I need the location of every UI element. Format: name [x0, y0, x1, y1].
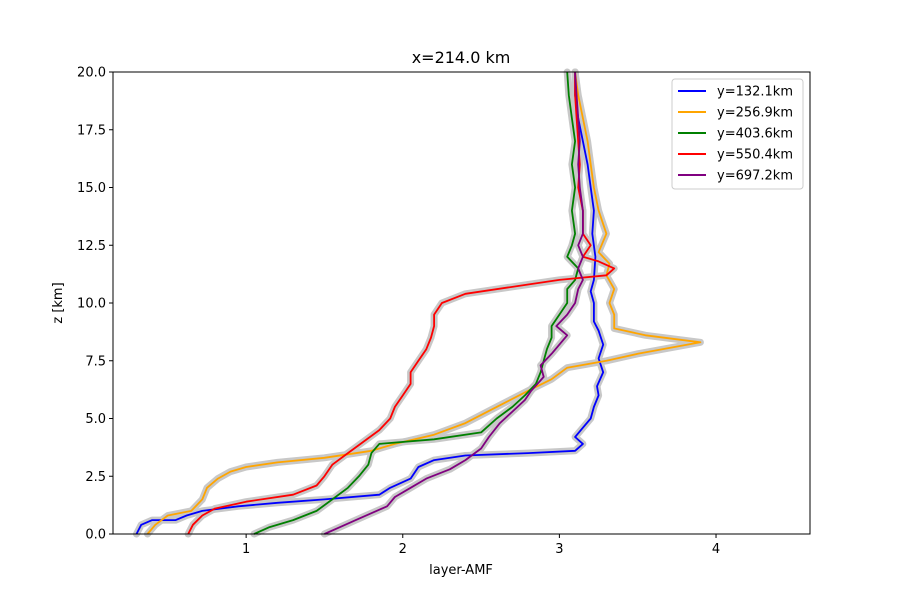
legend-label: y=256.9km [717, 106, 793, 121]
y-axis: 0.0 2.5 5.0 7.5 10.0 12.5 15.0 17.5 20.0 [77, 66, 113, 543]
x-tick-label: 3 [555, 542, 563, 557]
x-tick-label: 4 [712, 542, 720, 557]
series-line-2 [146, 71, 702, 535]
x-axis: 1 2 3 4 [242, 534, 720, 557]
y-tick-label: 20.0 [77, 66, 106, 81]
y-tick-label: 12.5 [77, 239, 106, 254]
uncertainty-band-5 [320, 68, 587, 538]
y-axis-label: z [km] [51, 282, 66, 323]
legend: y=132.1km y=256.9km y=403.6km y=550.4km y=69… [671, 78, 804, 190]
legend-label: y=697.2km [717, 169, 793, 184]
y-tick-label: 0.0 [85, 528, 106, 543]
y-tick-label: 2.5 [85, 470, 106, 485]
series-line-3 [253, 71, 580, 535]
legend-label: y=550.4km [717, 148, 793, 163]
series-line-1 [135, 72, 605, 535]
y-tick-label: 7.5 [85, 354, 106, 369]
x-axis-label: layer-AMF [429, 563, 493, 578]
series-lines [135, 71, 702, 535]
legend-label: y=403.6km [717, 127, 793, 142]
y-tick-label: 10.0 [77, 297, 106, 312]
x-tick-label: 1 [242, 542, 250, 557]
y-tick-label: 15.0 [77, 181, 106, 196]
x-tick-label: 2 [399, 542, 407, 557]
uncertainty-bands [133, 68, 704, 538]
y-tick-label: 5.0 [85, 412, 106, 427]
legend-label: y=132.1km [717, 85, 793, 100]
y-tick-label: 17.5 [77, 123, 106, 138]
series-line-5 [324, 71, 584, 535]
legend-box [671, 78, 804, 190]
chart-title: x=214.0 km [412, 48, 511, 67]
